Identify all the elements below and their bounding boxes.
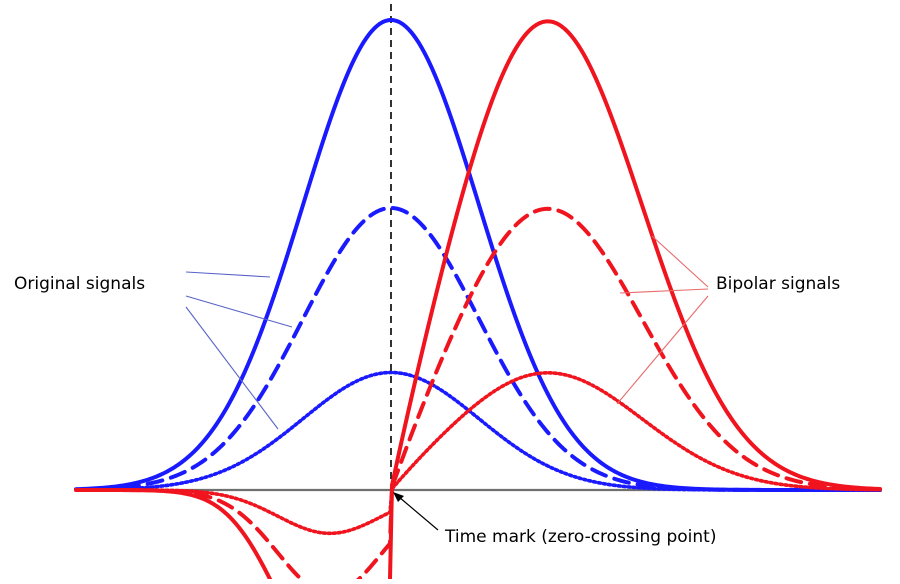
signal-curves [74,18,882,584]
bipolar-pointer-line-2 [619,288,709,294]
bipolar-pointer-line-1 [651,235,709,288]
bipolar-pointer-line-3 [616,295,709,405]
time-mark-label: Time mark (zero-crossing point) [444,527,716,547]
bipolar-signal-small [74,371,882,536]
bipolar-signal-large [74,19,882,584]
time-mark-arrow-head [393,492,404,502]
original-signal-small [74,370,882,492]
original-signals-label: Original signals [14,274,145,294]
original-pointer-line-1 [185,271,271,278]
time-mark-arrow-shaft [398,496,439,531]
original-pointer-line-3 [185,306,279,430]
label-pointers [185,235,709,531]
original-pointer-line-2 [185,295,293,328]
bipolar-signal-medium [74,206,882,584]
bipolar-signals-label: Bipolar signals [716,274,840,294]
